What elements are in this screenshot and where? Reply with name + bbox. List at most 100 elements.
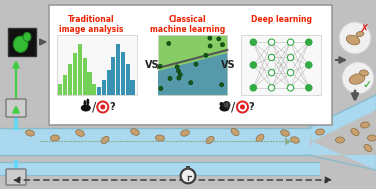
Circle shape: [217, 37, 221, 41]
Circle shape: [339, 22, 371, 54]
Bar: [130, 80, 135, 95]
Bar: [107, 70, 111, 95]
Circle shape: [204, 53, 208, 57]
Bar: [58, 84, 62, 95]
Circle shape: [175, 65, 179, 69]
Bar: [111, 57, 115, 95]
Bar: [97, 87, 101, 95]
Circle shape: [268, 54, 275, 61]
Text: Deep learning: Deep learning: [250, 15, 312, 24]
Ellipse shape: [101, 136, 109, 144]
Circle shape: [268, 69, 275, 76]
Ellipse shape: [220, 102, 223, 106]
Ellipse shape: [156, 135, 164, 141]
Ellipse shape: [349, 74, 365, 84]
Ellipse shape: [13, 36, 28, 52]
Text: VS: VS: [145, 60, 159, 70]
Polygon shape: [308, 95, 376, 142]
Circle shape: [250, 62, 256, 68]
FancyBboxPatch shape: [158, 35, 227, 95]
Ellipse shape: [26, 130, 35, 136]
Bar: [102, 80, 106, 95]
Text: /: /: [92, 101, 96, 114]
Bar: [126, 64, 130, 95]
Ellipse shape: [346, 35, 360, 45]
Ellipse shape: [231, 128, 239, 136]
Ellipse shape: [81, 105, 91, 112]
Circle shape: [342, 62, 374, 94]
Bar: [186, 166, 190, 169]
Circle shape: [167, 42, 171, 46]
Circle shape: [287, 39, 294, 45]
Bar: [87, 72, 91, 95]
Circle shape: [306, 85, 312, 91]
Bar: [78, 44, 82, 95]
Circle shape: [178, 73, 182, 77]
Ellipse shape: [23, 33, 31, 41]
Circle shape: [240, 105, 245, 109]
Circle shape: [268, 39, 275, 45]
Ellipse shape: [280, 130, 289, 136]
Circle shape: [98, 102, 107, 112]
Circle shape: [159, 86, 163, 91]
Bar: [92, 84, 96, 95]
FancyBboxPatch shape: [49, 5, 332, 125]
Bar: [68, 64, 72, 95]
Circle shape: [220, 83, 224, 87]
FancyBboxPatch shape: [6, 169, 26, 185]
Circle shape: [194, 62, 198, 66]
Circle shape: [177, 76, 181, 80]
Ellipse shape: [356, 31, 364, 36]
Ellipse shape: [76, 130, 84, 136]
Ellipse shape: [256, 134, 264, 142]
Circle shape: [268, 85, 275, 91]
Ellipse shape: [367, 135, 376, 141]
Circle shape: [208, 44, 212, 48]
Text: ✗: ✗: [359, 24, 369, 34]
Circle shape: [223, 101, 230, 109]
Text: Classical
machine learning: Classical machine learning: [150, 15, 225, 34]
Ellipse shape: [361, 122, 370, 128]
Ellipse shape: [86, 98, 89, 105]
Ellipse shape: [315, 129, 324, 135]
Circle shape: [306, 39, 312, 45]
Ellipse shape: [180, 130, 190, 136]
Circle shape: [220, 43, 224, 47]
Text: VS: VS: [221, 60, 236, 70]
Circle shape: [287, 69, 294, 76]
Ellipse shape: [351, 129, 359, 136]
Ellipse shape: [131, 129, 139, 135]
Circle shape: [238, 102, 247, 112]
Ellipse shape: [83, 100, 86, 106]
Bar: [83, 58, 87, 95]
Text: ✓: ✓: [362, 80, 372, 90]
FancyBboxPatch shape: [58, 35, 137, 95]
Ellipse shape: [335, 137, 344, 143]
Bar: [116, 44, 120, 95]
Polygon shape: [308, 142, 376, 170]
FancyBboxPatch shape: [6, 99, 26, 117]
Bar: [121, 52, 125, 95]
Text: /: /: [231, 101, 236, 114]
Circle shape: [158, 64, 162, 68]
Ellipse shape: [364, 144, 372, 152]
Circle shape: [189, 81, 193, 85]
Ellipse shape: [206, 136, 214, 144]
Circle shape: [236, 101, 249, 114]
Ellipse shape: [359, 70, 368, 76]
Circle shape: [96, 101, 109, 114]
Ellipse shape: [220, 105, 229, 112]
Circle shape: [180, 168, 196, 184]
Bar: [73, 53, 77, 95]
Polygon shape: [158, 53, 227, 95]
Circle shape: [250, 39, 256, 45]
Circle shape: [168, 76, 172, 81]
Circle shape: [224, 102, 229, 108]
Bar: [0, 128, 310, 155]
Circle shape: [287, 85, 294, 91]
Bar: [0, 162, 320, 175]
FancyBboxPatch shape: [8, 28, 36, 56]
Circle shape: [287, 54, 294, 61]
Circle shape: [100, 105, 105, 109]
Circle shape: [208, 36, 212, 40]
